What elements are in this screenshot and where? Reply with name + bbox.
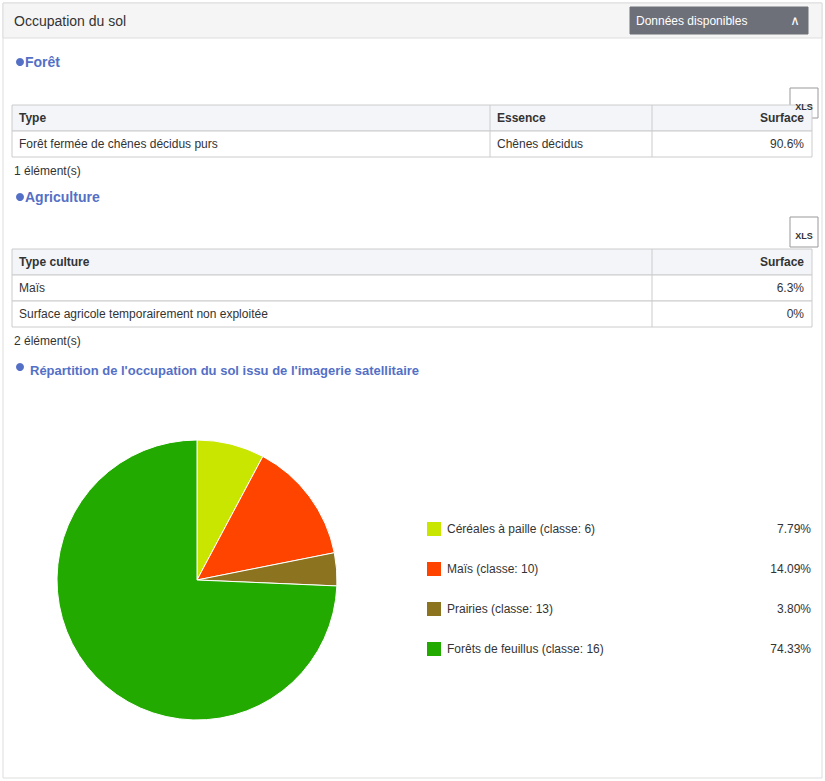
svg-text:7.79%: 7.79% — [777, 522, 811, 536]
svg-text:0%: 0% — [787, 307, 805, 321]
svg-text:Prairies (classe: 13): Prairies (classe: 13) — [447, 602, 553, 616]
svg-text:1 élément(s): 1 élément(s) — [14, 164, 81, 178]
svg-text:XLS: XLS — [795, 102, 813, 112]
svg-text:∧: ∧ — [790, 13, 800, 28]
svg-text:Type: Type — [19, 111, 46, 125]
svg-text:74.33%: 74.33% — [770, 642, 811, 656]
svg-text:Répartition de l'occupation du: Répartition de l'occupation du sol issu … — [30, 363, 419, 378]
svg-text:Surface agricole temporairemen: Surface agricole temporairement non expl… — [19, 307, 268, 321]
svg-text:Céréales à paille (classe: 6): Céréales à paille (classe: 6) — [447, 522, 595, 536]
svg-text:3.80%: 3.80% — [777, 602, 811, 616]
svg-text:Type culture: Type culture — [19, 255, 90, 269]
svg-text:Agriculture: Agriculture — [25, 189, 100, 205]
svg-text:Surface: Surface — [760, 111, 804, 125]
svg-text:Surface: Surface — [760, 255, 804, 269]
svg-text:90.6%: 90.6% — [770, 137, 804, 151]
svg-text:Occupation du sol: Occupation du sol — [14, 13, 126, 29]
svg-text:Forêt fermée de chênes décidus: Forêt fermée de chênes décidus purs — [19, 137, 218, 151]
svg-text:Forêt: Forêt — [25, 54, 60, 70]
svg-text:14.09%: 14.09% — [770, 562, 811, 576]
svg-text:6.3%: 6.3% — [777, 281, 805, 295]
svg-text:2 élément(s): 2 élément(s) — [14, 334, 81, 348]
svg-text:XLS: XLS — [795, 231, 813, 241]
svg-text:Essence: Essence — [497, 111, 546, 125]
svg-text:Maïs: Maïs — [19, 281, 45, 295]
svg-text:Forêts de feuillus (classe: 16: Forêts de feuillus (classe: 16) — [447, 642, 604, 656]
svg-text:Données disponibles: Données disponibles — [636, 14, 747, 28]
svg-text:Maïs (classe: 10): Maïs (classe: 10) — [447, 562, 538, 576]
svg-text:Chênes décidus: Chênes décidus — [497, 137, 583, 151]
